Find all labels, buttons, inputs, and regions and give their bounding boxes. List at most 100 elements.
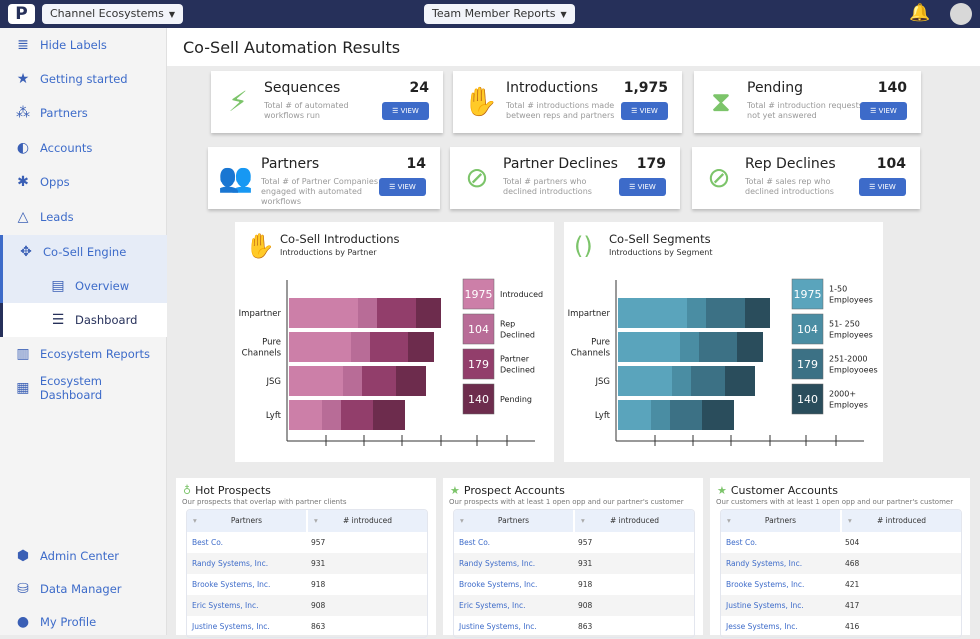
introduced-count: 931 — [311, 559, 326, 568]
table-row: Best Co. 957 — [187, 532, 427, 553]
partner-link[interactable]: Justine Systems, Inc. — [192, 622, 270, 631]
sidebar-item-accounts[interactable]: ◐ Accounts — [0, 131, 167, 165]
sidebar-item-data-manager[interactable]: ⛁ Data Manager — [0, 572, 167, 606]
ecosystem-reports-icon: ▥ — [16, 346, 30, 362]
view-button[interactable]: ☰ VIEW — [859, 178, 906, 196]
table-header: Partners# introduced — [721, 510, 961, 532]
avatar[interactable] — [950, 3, 972, 25]
panel-title-row: ♁ Hot Prospects — [183, 484, 271, 497]
card-description: Total # of Partner Companies engaged wit… — [261, 177, 378, 206]
table-row: Jesse Systems, Inc. 416 — [721, 616, 961, 637]
sidebar-item-partners[interactable]: ⁂ Partners — [0, 96, 167, 130]
card-title: Introductions — [506, 80, 599, 96]
sidebar-item-my-profile[interactable]: ● My Profile — [0, 605, 167, 639]
sidebar-item-ecosystem-reports[interactable]: ▥ Ecosystem Reports — [0, 337, 167, 371]
sidebar-item-ecosystem-dashboard[interactable]: ▦ Ecosystem Dashboard — [0, 371, 167, 405]
chart-title: Co-Sell Segments — [609, 232, 711, 246]
legend-swatch — [791, 383, 824, 415]
legend-label: Declined — [500, 366, 535, 375]
partner-link[interactable]: Randy Systems, Inc. — [726, 559, 803, 568]
card-description: Total # partners who declined introducti… — [503, 177, 592, 196]
bar-segment — [618, 298, 687, 328]
legend-value: 1975 — [465, 288, 493, 301]
table-row: Brooke Systems, Inc. 918 — [454, 574, 694, 595]
panel-prospect-accounts: ★ Prospect Accounts Our prospects with at … — [443, 478, 703, 638]
category-label: JSG — [595, 377, 611, 387]
partner-link[interactable]: Randy Systems, Inc. — [459, 559, 536, 568]
legend-label: Employees — [829, 296, 873, 305]
app-logo[interactable]: P — [8, 4, 35, 24]
view-button[interactable]: ☰ VIEW — [860, 102, 907, 120]
sidebar-item-leads[interactable]: △ Leads — [0, 200, 167, 234]
view-button[interactable]: ☰ VIEW — [619, 178, 666, 196]
legend-swatch — [462, 383, 495, 415]
data-manager-icon: ⛁ — [17, 581, 29, 597]
card-value: 24 — [409, 80, 429, 96]
card-description: Total # introductions made between reps … — [506, 101, 615, 120]
panel-hot-prospects: ♁ Hot Prospects Our prospects that overlap… — [176, 478, 436, 638]
reports-dropdown[interactable]: Team Member Reports ▼ — [424, 4, 575, 24]
legend-swatch — [462, 348, 495, 380]
category-label: Lyft — [595, 411, 611, 421]
partner-link[interactable]: Best Co. — [459, 538, 491, 547]
legend-swatch — [462, 278, 495, 310]
column-header[interactable]: Partners — [187, 510, 306, 532]
legend-value: 104 — [797, 323, 818, 336]
sidebar-item-label: Accounts — [40, 141, 93, 155]
stat-card-sequences: ⚡ Sequences Total # of automated workflows… — [211, 71, 443, 133]
sidebar-item-admin-center[interactable]: ⬢ Admin Center — [0, 539, 167, 573]
partner-link[interactable]: Justine Systems, Inc. — [459, 622, 537, 631]
sidebar-item-co-sell-engine[interactable]: ✥ Co-Sell Engine — [0, 235, 167, 269]
legend-label: Partner — [500, 355, 530, 364]
partner-link[interactable]: Brooke Systems, Inc. — [459, 580, 538, 589]
bar-segment — [670, 400, 702, 430]
sidebar-item-opps[interactable]: ✱ Opps — [0, 165, 167, 199]
partner-link[interactable]: Eric Systems, Inc. — [459, 601, 526, 610]
list-icon: ☰ — [631, 107, 640, 115]
introduced-count: 468 — [845, 559, 860, 568]
category-label: Channels — [571, 349, 611, 359]
panel-title-row: ★ Prospect Accounts — [450, 484, 565, 497]
column-header[interactable]: # introduced — [308, 510, 427, 532]
co-sell-engine-icon: ✥ — [20, 244, 32, 260]
table-row: Best Co. 957 — [454, 532, 694, 553]
list-icon: ☰ — [870, 107, 879, 115]
legend-swatch — [462, 313, 495, 345]
partner-link[interactable]: Best Co. — [726, 538, 758, 547]
sidebar-item-getting-started[interactable]: ★ Getting started — [0, 62, 167, 96]
sidebar-item-hide-labels[interactable]: ≣ Hide Labels — [0, 28, 167, 62]
table-row: Randy Systems, Inc. 468 — [721, 553, 961, 574]
view-button[interactable]: ☰ VIEW — [379, 178, 426, 196]
star-icon: ★ — [717, 484, 727, 497]
column-header[interactable]: # introduced — [842, 510, 961, 532]
partner-link[interactable]: Jesse Systems, Inc. — [726, 622, 798, 631]
introduced-count: 908 — [311, 601, 326, 610]
column-header[interactable]: # introduced — [575, 510, 694, 532]
column-header[interactable]: Partners — [721, 510, 840, 532]
view-label: VIEW — [637, 183, 656, 191]
view-button[interactable]: ☰ VIEW — [382, 102, 429, 120]
partner-link[interactable]: Eric Systems, Inc. — [192, 601, 259, 610]
bar-segment — [618, 332, 680, 362]
panel-description: Our customers with at least 1 open opp a… — [716, 498, 954, 506]
sidebar-item-label: Opps — [40, 175, 70, 189]
bell-icon[interactable]: 🔔 — [909, 3, 931, 23]
sidebar-item-dashboard[interactable]: ☰ Dashboard — [0, 303, 167, 337]
segments-icon: () — [574, 232, 593, 260]
partner-link[interactable]: Best Co. — [192, 538, 224, 547]
card-value: 104 — [876, 156, 906, 172]
opps-icon: ✱ — [17, 174, 29, 190]
view-button[interactable]: ☰ VIEW — [621, 102, 668, 120]
workspace-dropdown[interactable]: Channel Ecosystems ▼ — [42, 4, 184, 24]
partner-link[interactable]: Randy Systems, Inc. — [192, 559, 269, 568]
sidebar-item-label: Data Manager — [40, 582, 122, 596]
bar-segment — [396, 366, 426, 396]
table-row: Eric Systems, Inc. 908 — [187, 595, 427, 616]
sidebar-item-label: Partners — [40, 106, 88, 120]
partner-link[interactable]: Brooke Systems, Inc. — [726, 580, 805, 589]
partner-link[interactable]: Brooke Systems, Inc. — [192, 580, 271, 589]
bar-segment — [706, 298, 745, 328]
sidebar-item-overview[interactable]: ▤ Overview — [0, 269, 167, 303]
partner-link[interactable]: Justine Systems, Inc. — [726, 601, 804, 610]
column-header[interactable]: Partners — [454, 510, 573, 532]
